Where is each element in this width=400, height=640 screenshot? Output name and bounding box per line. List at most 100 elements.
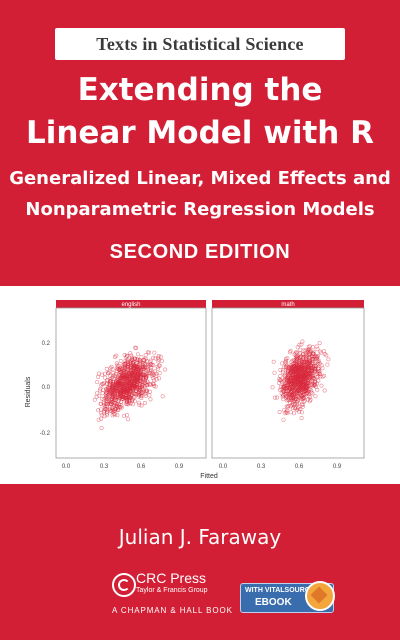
scatter-point	[129, 381, 134, 386]
scatter-point	[289, 404, 294, 409]
scatter-point	[301, 387, 306, 392]
scatter-point	[143, 380, 148, 385]
scatter-point	[147, 350, 152, 355]
scatter-point	[123, 395, 128, 400]
scatter-point	[293, 386, 298, 391]
x-tick-label: 0.6	[137, 464, 146, 470]
scatter-point	[289, 382, 294, 387]
scatter-point	[285, 411, 290, 416]
scatter-point	[118, 390, 123, 395]
scatter-point	[100, 381, 105, 386]
scatter-point	[295, 371, 300, 376]
scatter-point	[110, 367, 115, 372]
scatter-point	[301, 377, 306, 382]
scatter-point	[280, 370, 285, 375]
scatter-point	[129, 368, 134, 373]
scatter-point	[294, 354, 299, 359]
scatter-point	[105, 396, 110, 401]
scatter-point	[293, 351, 298, 356]
scatter-point	[286, 389, 291, 394]
x-tick-label: 0.3	[257, 464, 266, 470]
scatter-point	[286, 398, 291, 403]
scatter-point	[310, 381, 315, 386]
scatter-point	[315, 355, 320, 360]
scatter-point	[132, 363, 137, 368]
scatter-point	[283, 376, 288, 381]
scatter-point	[99, 426, 104, 431]
scatter-point	[301, 348, 306, 353]
scatter-point	[125, 385, 130, 390]
scatter-point	[122, 413, 127, 418]
scatter-point	[292, 401, 297, 406]
scatter-point	[151, 355, 156, 360]
scatter-point	[304, 371, 309, 376]
scatter-point	[313, 394, 318, 399]
scatter-point	[143, 353, 148, 358]
scatter-point	[295, 357, 300, 362]
scatter-point	[95, 380, 100, 385]
scatter-point	[140, 365, 145, 370]
scatter-point	[125, 400, 130, 405]
scatter-point	[296, 401, 301, 406]
scatter-point	[127, 371, 132, 376]
scatter-point	[128, 351, 133, 356]
scatter-point	[282, 382, 287, 387]
scatter-point	[308, 363, 313, 368]
scatter-point	[285, 368, 290, 373]
scatter-point	[147, 363, 152, 368]
scatter-point	[116, 389, 121, 394]
scatter-point	[125, 353, 130, 358]
scatter-point	[97, 388, 102, 393]
scatter-point	[302, 360, 307, 365]
scatter-point	[138, 360, 143, 365]
scatter-point	[134, 345, 139, 350]
panel-right-label: math	[281, 302, 294, 308]
scatter-point	[159, 358, 164, 363]
scatter-point	[134, 383, 139, 388]
scatter-point	[317, 372, 322, 377]
scatter-point	[116, 402, 121, 407]
scatter-point	[300, 404, 305, 409]
scatter-point	[131, 382, 136, 387]
scatter-point	[275, 395, 280, 400]
scatter-point	[114, 353, 119, 358]
scatter-point	[306, 353, 311, 358]
scatter-point	[157, 371, 162, 376]
scatter-point	[128, 386, 133, 391]
scatter-point	[326, 357, 331, 362]
scatter-point	[100, 372, 105, 377]
scatter-point	[297, 396, 302, 401]
scatter-point	[109, 364, 114, 369]
scatter-point	[284, 393, 289, 398]
scatter-point	[112, 397, 117, 402]
y-axis-label: Residuals	[25, 376, 32, 407]
scatter-point	[299, 410, 304, 415]
panel-left-label: english	[121, 302, 140, 308]
scatter-point	[98, 401, 103, 406]
scatter-point	[292, 374, 297, 379]
scatter-point	[285, 408, 290, 413]
scatter-point	[126, 417, 131, 422]
scatter-point	[124, 373, 129, 378]
scatter-point	[300, 402, 305, 407]
scatter-point	[293, 389, 298, 394]
scatter-point	[280, 379, 285, 384]
series-label-box: Texts in Statistical Science	[55, 28, 345, 60]
scatter-point	[319, 383, 324, 388]
scatter-point	[150, 372, 155, 377]
scatter-point	[312, 377, 317, 382]
scatter-point	[291, 411, 296, 416]
scatter-point	[277, 410, 282, 415]
scatter-point	[133, 399, 138, 404]
scatter-point	[296, 366, 301, 371]
scatter-point	[153, 356, 158, 361]
scatter-point	[278, 368, 283, 373]
scatter-point	[139, 370, 144, 375]
scatter-point	[319, 363, 324, 368]
scatter-point	[311, 351, 316, 356]
scatter-point	[310, 391, 315, 396]
scatter-point	[119, 399, 124, 404]
scatter-point	[138, 390, 143, 395]
scatter-point	[143, 375, 148, 380]
scatter-point	[270, 385, 275, 390]
